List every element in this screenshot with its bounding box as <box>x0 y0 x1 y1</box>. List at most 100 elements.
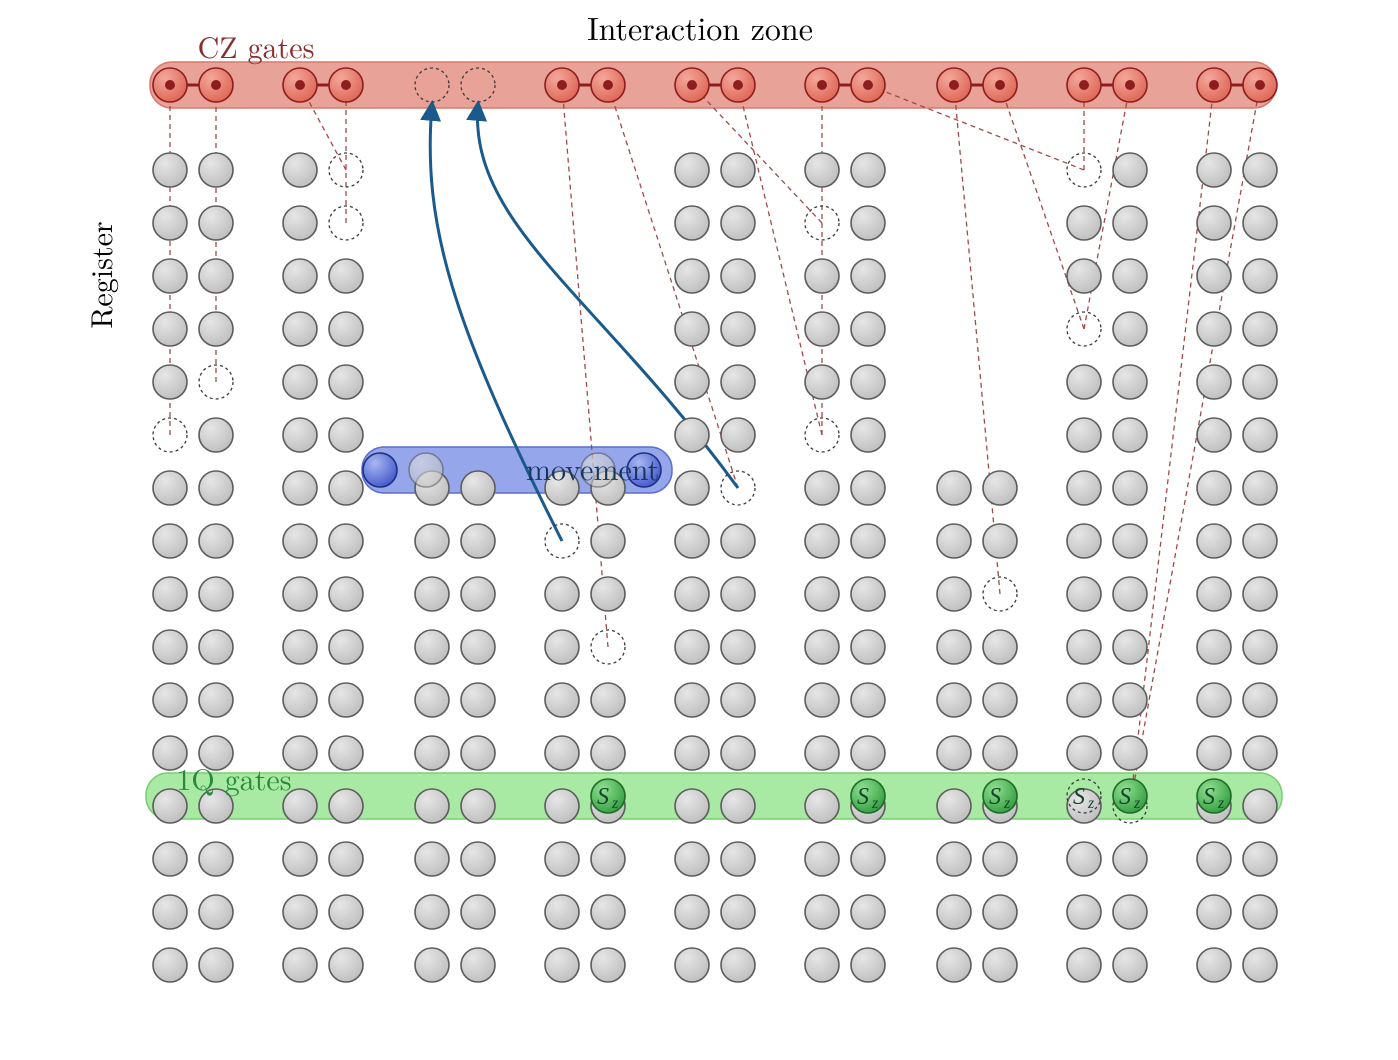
atom <box>675 842 709 876</box>
atom <box>851 895 885 929</box>
atom <box>675 524 709 558</box>
atom-faded <box>409 453 443 487</box>
atom <box>1243 736 1277 770</box>
cz-inner-dot <box>1125 80 1135 90</box>
atom <box>1243 524 1277 558</box>
sz-sub: z <box>611 795 619 812</box>
atom <box>1243 206 1277 240</box>
atom <box>461 577 495 611</box>
atom <box>1113 842 1147 876</box>
cz-inner-dot <box>1255 80 1265 90</box>
atom <box>153 365 187 399</box>
atom <box>675 312 709 346</box>
atom <box>851 683 885 717</box>
atom <box>851 736 885 770</box>
label: 1Q gates <box>176 756 291 799</box>
label: Interaction zone <box>587 5 813 50</box>
atom <box>283 312 317 346</box>
atom <box>675 153 709 187</box>
atom <box>721 153 755 187</box>
atom <box>199 312 233 346</box>
atom <box>1243 418 1277 452</box>
atom <box>805 895 839 929</box>
atom <box>675 471 709 505</box>
atom <box>329 524 363 558</box>
atom <box>1197 153 1231 187</box>
atom <box>199 683 233 717</box>
atom <box>805 630 839 664</box>
atom <box>1067 471 1101 505</box>
cz-inner-dot <box>817 80 827 90</box>
atom <box>199 471 233 505</box>
atom <box>1067 577 1101 611</box>
atom <box>415 895 449 929</box>
atom <box>1243 630 1277 664</box>
atom <box>1243 789 1277 823</box>
atom <box>675 895 709 929</box>
atom <box>329 471 363 505</box>
atom <box>283 948 317 982</box>
cz-inner-dot <box>295 80 305 90</box>
atom <box>1113 736 1147 770</box>
atom <box>1243 312 1277 346</box>
atom <box>329 630 363 664</box>
atom <box>721 206 755 240</box>
atom <box>1113 418 1147 452</box>
atom <box>1243 365 1277 399</box>
atom <box>1243 153 1277 187</box>
atom <box>329 736 363 770</box>
atom <box>937 577 971 611</box>
atom <box>983 524 1017 558</box>
atom <box>1067 842 1101 876</box>
atom <box>937 948 971 982</box>
move-line <box>1130 85 1260 806</box>
atom <box>1067 418 1101 452</box>
atom <box>199 577 233 611</box>
atom <box>283 577 317 611</box>
atom <box>675 365 709 399</box>
atom <box>675 206 709 240</box>
atom <box>329 842 363 876</box>
atom <box>851 365 885 399</box>
move-line <box>1000 85 1084 329</box>
atom <box>1243 842 1277 876</box>
atom <box>415 842 449 876</box>
atom <box>805 471 839 505</box>
atom <box>283 418 317 452</box>
atom <box>1113 259 1147 293</box>
atom <box>329 577 363 611</box>
atom <box>545 842 579 876</box>
atom <box>329 259 363 293</box>
atom <box>199 259 233 293</box>
atom <box>461 948 495 982</box>
atom <box>153 683 187 717</box>
cz-inner-dot <box>995 80 1005 90</box>
atom <box>1197 418 1231 452</box>
atom <box>591 577 625 611</box>
atom <box>937 789 971 823</box>
cz-inner-dot <box>165 80 175 90</box>
atom <box>851 842 885 876</box>
atom <box>545 895 579 929</box>
atom <box>329 418 363 452</box>
atom <box>983 736 1017 770</box>
atom <box>675 789 709 823</box>
cz-inner-dot <box>211 80 221 90</box>
atom <box>851 471 885 505</box>
atom <box>591 842 625 876</box>
atom <box>1197 895 1231 929</box>
atom <box>1243 895 1277 929</box>
atom <box>851 259 885 293</box>
atom <box>363 453 397 487</box>
atom <box>675 577 709 611</box>
atom <box>283 524 317 558</box>
cz-inner-dot <box>1079 80 1089 90</box>
atom <box>1067 206 1101 240</box>
atom <box>329 365 363 399</box>
atom <box>591 895 625 929</box>
atom <box>983 630 1017 664</box>
atom <box>283 842 317 876</box>
atom <box>545 789 579 823</box>
atom <box>1197 948 1231 982</box>
atom <box>805 365 839 399</box>
